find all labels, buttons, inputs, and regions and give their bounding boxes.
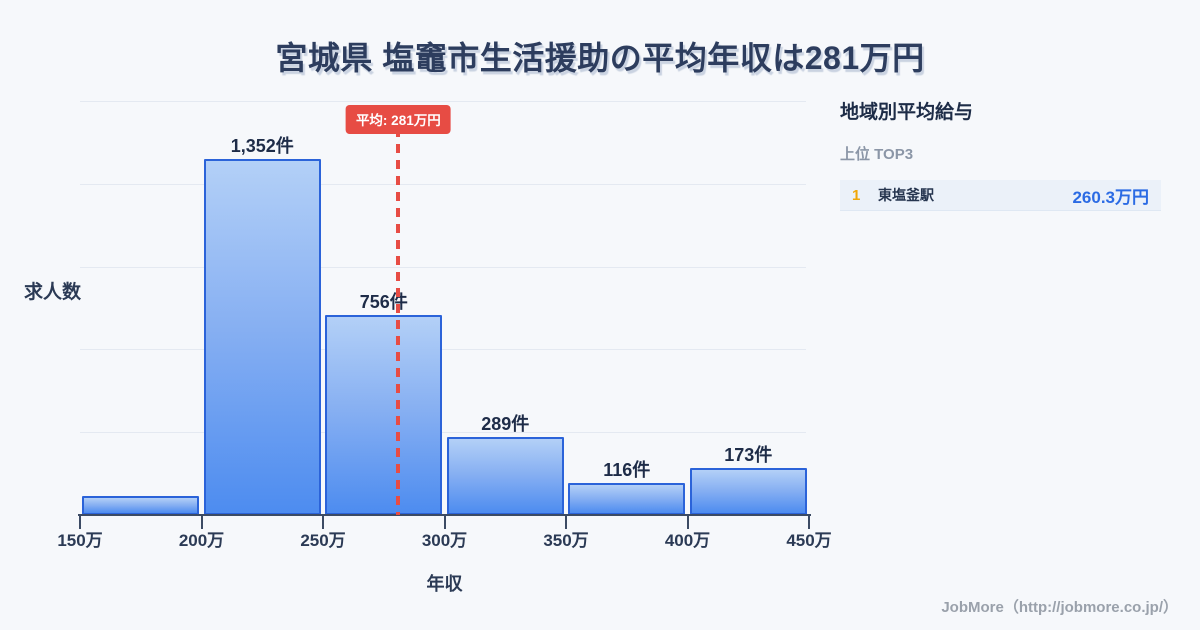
rank-number: 1 [852, 186, 861, 204]
ranking-panel-subtitle: 上位 TOP3 [840, 146, 914, 163]
axis-tick-label: 200万 [178, 531, 225, 550]
ranking-panel-title: 地域別平均給与 [840, 102, 974, 123]
x-axis-label: 年収 [426, 574, 463, 594]
axis-tick [79, 516, 81, 529]
axis-tick [686, 516, 689, 529]
axis-tick-label: 250万 [300, 531, 346, 550]
bar-value-label: 756件 [359, 292, 408, 312]
axis-tick-label: 300万 [421, 531, 468, 550]
axis-tick [443, 516, 446, 529]
histogram-bar [203, 159, 321, 515]
axis-tick-label: 450万 [786, 531, 832, 550]
axis-tick-label: 350万 [543, 531, 589, 550]
axis-tick [200, 516, 203, 529]
x-axis-line [78, 514, 811, 516]
axis-tick [565, 516, 567, 529]
gridline [80, 184, 806, 185]
histogram-bar [446, 437, 564, 515]
footer-credit: JobMore（http://jobmore.co.jp/） [941, 599, 1178, 616]
rank-salary-value: 260.3万円 [1072, 187, 1149, 207]
bar-value-label: 116件 [603, 460, 651, 480]
axis-tick-label: 150万 [57, 531, 103, 550]
gridline [80, 101, 806, 102]
average-badge: 平均: 281万円 [345, 105, 451, 134]
axis-tick-label: 400万 [664, 531, 711, 550]
y-axis-label: 求人数 [24, 282, 82, 303]
gridline [80, 349, 806, 350]
bar-value-label: 173件 [724, 445, 773, 465]
page-title: 宮城県 塩竈市生活援助の平均年収は281万円 [275, 40, 925, 76]
axis-tick [808, 516, 810, 529]
bar-value-label: 1,352件 [230, 136, 294, 156]
histogram-bar [325, 315, 442, 515]
gridline [80, 432, 806, 433]
region-ranking-panel: 地域別平均給与 上位 TOP3 1 東塩釜駅 260.3万円 [840, 102, 1161, 210]
ranking-list: 1 東塩釜駅 260.3万円 [840, 180, 1161, 210]
axis-tick [322, 516, 324, 529]
histogram-bar [568, 483, 685, 515]
gridline [80, 267, 806, 268]
rank-station-name: 東塩釜駅 [878, 187, 934, 203]
histogram-bar [82, 496, 199, 515]
histogram-bar [689, 468, 807, 515]
average-dashed-line [396, 128, 401, 515]
bar-value-label: 289件 [481, 414, 530, 434]
ranking-row: 1 東塩釜駅 260.3万円 [840, 180, 1161, 210]
